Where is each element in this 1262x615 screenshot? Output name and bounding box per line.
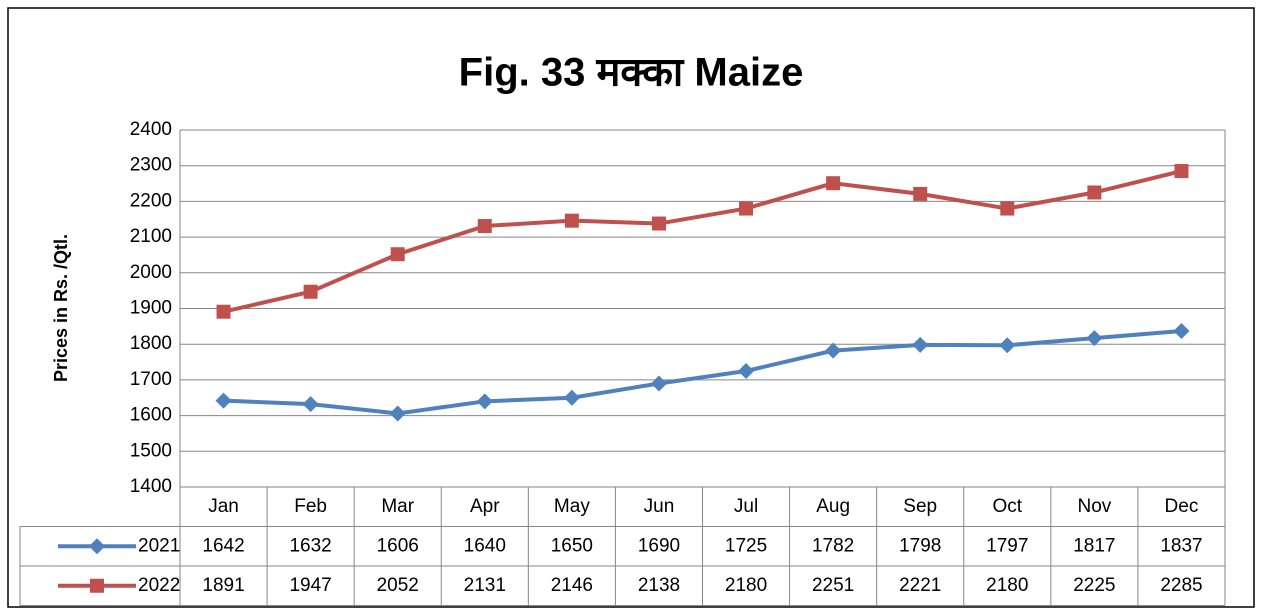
table-value: 1891 xyxy=(202,575,244,596)
table-value: 1782 xyxy=(812,535,854,556)
table-value: 1725 xyxy=(725,535,767,556)
table-value: 1640 xyxy=(464,535,506,556)
marker xyxy=(650,375,667,392)
marker xyxy=(216,304,231,319)
x-tick-label: Jul xyxy=(734,496,758,517)
table-value: 1798 xyxy=(899,535,941,556)
marker xyxy=(1087,185,1102,200)
y-tick-label: 1400 xyxy=(130,476,172,497)
marker xyxy=(1086,330,1103,347)
table-value: 2225 xyxy=(1073,575,1115,596)
y-tick-label: 1700 xyxy=(130,369,172,390)
marker xyxy=(390,247,405,262)
table-value: 1650 xyxy=(551,535,593,556)
marker xyxy=(912,336,929,353)
table-value: 1632 xyxy=(289,535,331,556)
marker xyxy=(826,176,841,191)
marker xyxy=(215,392,232,409)
marker xyxy=(913,186,928,201)
table-value: 1797 xyxy=(986,535,1028,556)
marker xyxy=(739,201,754,216)
x-tick-label: Oct xyxy=(993,496,1023,517)
y-tick-label: 2400 xyxy=(130,119,172,140)
x-tick-label: Sep xyxy=(903,496,937,517)
table-value: 1642 xyxy=(202,535,244,556)
table-value: 2180 xyxy=(725,575,767,596)
y-tick-label: 2000 xyxy=(130,262,172,283)
x-tick-label: Jun xyxy=(644,496,675,517)
marker xyxy=(563,389,580,406)
y-tick-label: 1600 xyxy=(130,405,172,426)
marker xyxy=(825,342,842,359)
marker xyxy=(738,362,755,379)
table-value: 2180 xyxy=(986,575,1028,596)
y-tick-label: 1800 xyxy=(130,333,172,354)
x-tick-label: Dec xyxy=(1165,496,1199,517)
table-value: 1690 xyxy=(638,535,680,556)
marker xyxy=(1000,201,1015,216)
y-tick-label: 2200 xyxy=(130,190,172,211)
table-value: 1837 xyxy=(1160,535,1202,556)
marker xyxy=(564,213,579,228)
x-tick-label: Mar xyxy=(381,496,414,517)
legend-label: 2022 xyxy=(138,575,180,596)
table-value: 2052 xyxy=(377,575,419,596)
series-line xyxy=(223,169,1182,314)
marker xyxy=(999,337,1016,354)
table-value: 1606 xyxy=(377,535,419,556)
y-tick-label: 2300 xyxy=(130,155,172,176)
y-tick-label: 1500 xyxy=(130,440,172,461)
marker xyxy=(476,393,493,410)
x-tick-label: Jan xyxy=(208,496,239,517)
x-tick-label: Feb xyxy=(294,496,327,517)
table-value: 2251 xyxy=(812,575,854,596)
marker xyxy=(90,578,104,593)
x-tick-label: Nov xyxy=(1077,496,1111,517)
marker xyxy=(89,538,105,555)
table-value: 2146 xyxy=(551,575,593,596)
table-value: 2138 xyxy=(638,575,680,596)
chart-title: Fig. 33 मक्का Maize xyxy=(459,51,804,95)
table-value: 2221 xyxy=(899,575,941,596)
x-tick-label: Apr xyxy=(470,496,500,517)
table-value: 1947 xyxy=(289,575,331,596)
y-tick-label: 1900 xyxy=(130,298,172,319)
table-value: 2131 xyxy=(464,575,506,596)
marker xyxy=(1174,164,1189,179)
table-value: 2285 xyxy=(1160,575,1202,596)
x-tick-label: May xyxy=(554,496,590,517)
marker xyxy=(302,396,319,413)
legend-label: 2021 xyxy=(138,535,180,556)
marker xyxy=(1173,322,1190,339)
y-axis-label: Prices in Rs. /Qtl. xyxy=(51,234,71,382)
y-tick-label: 2100 xyxy=(130,226,172,247)
chart-border xyxy=(7,7,1255,608)
series-line xyxy=(223,328,1182,416)
table-value: 1817 xyxy=(1073,535,1115,556)
marker xyxy=(477,219,492,234)
marker xyxy=(651,216,666,231)
marker xyxy=(303,284,318,299)
x-tick-label: Aug xyxy=(816,496,850,517)
marker xyxy=(389,405,406,422)
